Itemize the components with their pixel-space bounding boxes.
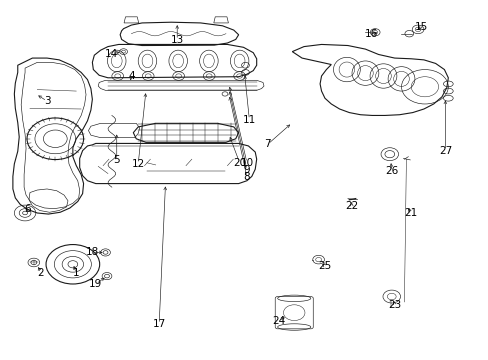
- Text: 18: 18: [85, 247, 99, 257]
- Text: 26: 26: [385, 166, 398, 176]
- Text: 14: 14: [105, 49, 118, 59]
- Text: 13: 13: [170, 35, 183, 45]
- Text: 4: 4: [128, 71, 134, 81]
- Text: 6: 6: [24, 204, 31, 214]
- Text: 17: 17: [152, 319, 165, 329]
- Text: 2: 2: [37, 268, 44, 278]
- Text: 8: 8: [243, 172, 250, 182]
- Text: 16: 16: [364, 29, 377, 39]
- Text: 10: 10: [240, 158, 253, 168]
- Text: 15: 15: [413, 22, 427, 32]
- Text: 11: 11: [242, 115, 256, 125]
- Text: 22: 22: [345, 201, 358, 211]
- Text: 1: 1: [73, 268, 80, 278]
- Text: 19: 19: [89, 279, 102, 289]
- Text: 7: 7: [264, 139, 271, 149]
- Text: 27: 27: [438, 145, 451, 156]
- Text: 5: 5: [113, 155, 120, 165]
- Text: 24: 24: [271, 316, 285, 325]
- Text: 3: 3: [43, 96, 50, 106]
- Text: 25: 25: [318, 261, 331, 271]
- Text: 20: 20: [233, 158, 245, 168]
- Text: 12: 12: [131, 159, 144, 169]
- Text: 9: 9: [243, 165, 250, 175]
- Text: 21: 21: [404, 208, 417, 218]
- Text: 23: 23: [387, 300, 401, 310]
